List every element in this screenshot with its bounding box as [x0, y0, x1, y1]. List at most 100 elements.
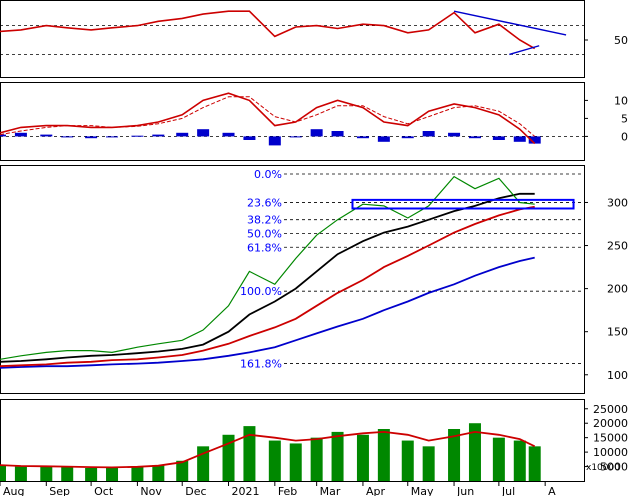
ma-mid-line — [0, 205, 535, 368]
macd-histogram-bar — [106, 136, 119, 138]
volume-bar — [513, 440, 526, 481]
volume-unit-label: x10000 — [586, 463, 620, 473]
ma-short-line — [0, 192, 535, 363]
macd-histogram-bar — [310, 129, 323, 137]
rsi-y-axis: 50 — [584, 34, 628, 47]
y-tick-label: 0 — [621, 130, 628, 143]
x-tick-label: Feb — [278, 485, 297, 496]
fibonacci-label: 100.0% — [240, 285, 282, 298]
x-tick-label: Nov — [140, 485, 162, 496]
price-line — [0, 175, 535, 360]
x-tick-label: Apr — [366, 485, 386, 496]
fibonacci-label: 38.2% — [247, 214, 282, 227]
macd-histogram-bar — [131, 135, 144, 137]
volume-bar — [310, 437, 323, 481]
macd-histogram-bar — [377, 136, 390, 142]
volume-bar — [243, 426, 256, 481]
volume-bars — [0, 423, 541, 481]
rsi-panel-frame — [0, 0, 585, 78]
volume-bar — [131, 466, 144, 481]
y-tick-label: 150 — [607, 326, 628, 339]
fibonacci-label: 0.0% — [254, 168, 282, 181]
macd-panel-frame — [0, 82, 585, 161]
volume-bar — [468, 423, 481, 481]
volume-bar — [289, 443, 302, 481]
volume-bar — [61, 466, 74, 481]
x-tick-label: Oct — [94, 485, 114, 496]
macd-histogram-bar — [0, 134, 6, 137]
macd-histogram-bar — [61, 136, 74, 138]
macd-histogram-bar — [152, 134, 165, 137]
fibonacci-label: 23.6% — [247, 196, 282, 209]
macd-histogram-bar — [401, 136, 414, 139]
rsi-trendlines — [453, 10, 567, 56]
x-tick-label: May — [411, 485, 434, 496]
x-tick-label: 2021 — [232, 485, 260, 496]
x-tick-label: Jun — [456, 485, 474, 496]
macd-histogram-bar — [176, 132, 189, 137]
volume-bar — [356, 434, 369, 481]
price-panel-frame — [0, 165, 585, 394]
rsi-trendline — [453, 10, 567, 36]
y-tick-label: 5000 — [600, 461, 628, 474]
fibonacci-levels: 0.0% 23.6% 38.2%50.0%61.8% 100.0% 161.8% — [240, 168, 584, 371]
macd-histogram-bar — [528, 136, 541, 144]
macd-histogram-bar — [40, 134, 53, 137]
x-tick-label: Mar — [320, 485, 341, 496]
support-zone — [351, 198, 575, 210]
x-tick-label: Dec — [185, 485, 206, 496]
price-series — [0, 175, 535, 369]
volume-bar — [40, 466, 53, 481]
macd-series — [0, 92, 536, 145]
fibonacci-label: 50.0% — [247, 227, 282, 240]
y-tick-label: 10 — [614, 94, 628, 107]
y-tick-label: 10000 — [593, 446, 628, 459]
fibonacci-label: 61.8% — [247, 241, 282, 254]
macd-histogram-bar — [448, 132, 461, 137]
macd-histogram-bar — [422, 131, 435, 137]
macd-histogram — [0, 129, 541, 146]
macd-histogram-bar — [356, 136, 369, 139]
volume-bar — [422, 446, 435, 481]
macd-panel: 10 5 0 — [0, 82, 628, 161]
volume-bar — [222, 434, 235, 481]
x-tick-label: Jul — [501, 485, 515, 496]
volume-moving-average — [0, 430, 536, 469]
x-tick-label: A — [548, 485, 556, 496]
x-tick-label: Aug — [3, 485, 24, 496]
macd-histogram-bar — [513, 136, 526, 142]
y-tick-label: 25000 — [593, 403, 628, 416]
y-tick-label: 100 — [607, 369, 628, 382]
volume-bar — [268, 440, 281, 481]
volume-ma-line — [0, 430, 536, 469]
volume-bar — [448, 429, 461, 481]
rsi-trendline — [509, 45, 540, 56]
volume-bar — [106, 468, 119, 481]
y-tick-label: 300 — [607, 196, 628, 209]
rsi-line — [0, 10, 536, 50]
y-tick-label: 50 — [614, 34, 628, 47]
volume-bar — [492, 437, 505, 481]
macd-y-axis: 10 5 0 — [584, 94, 628, 143]
price-panel: 0.0% 23.6% 38.2%50.0%61.8% 100.0% 161.8% 300… — [0, 165, 628, 394]
volume-bar — [176, 460, 189, 481]
macd-histogram-bar — [243, 136, 256, 140]
volume-bar — [401, 440, 414, 481]
support-zone-box — [351, 198, 575, 210]
macd-line — [0, 92, 536, 145]
x-axis: Aug Sep Oct Nov Dec 2021 Feb Mar Apr May Jun Jul A — [0, 481, 556, 498]
rsi-panel: 50 — [0, 0, 628, 78]
macd-histogram-bar — [222, 132, 235, 137]
rsi-series — [0, 10, 536, 50]
volume-bar — [14, 466, 27, 481]
macd-histogram-bar — [268, 136, 281, 146]
macd-histogram-bar — [468, 136, 481, 139]
macd-signal-line — [0, 96, 536, 137]
macd-histogram-bar — [331, 131, 344, 137]
volume-bar — [152, 465, 165, 481]
macd-histogram-bar — [492, 136, 505, 140]
x-tick-label: Sep — [49, 485, 70, 496]
